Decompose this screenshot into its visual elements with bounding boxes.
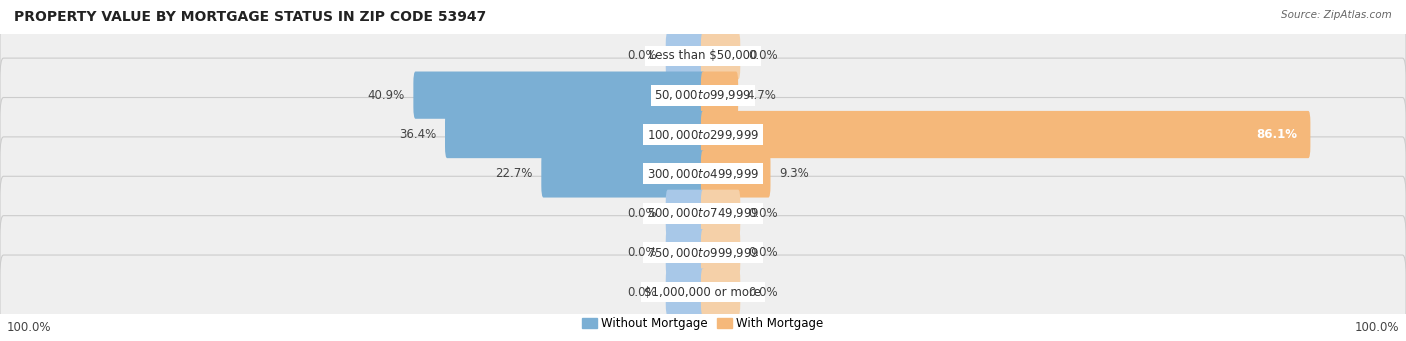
FancyBboxPatch shape [700, 72, 738, 119]
Text: $750,000 to $999,999: $750,000 to $999,999 [647, 246, 759, 260]
Text: 0.0%: 0.0% [627, 285, 657, 299]
FancyBboxPatch shape [0, 19, 1406, 93]
Text: Less than $50,000: Less than $50,000 [648, 49, 758, 62]
FancyBboxPatch shape [700, 229, 741, 276]
Text: $100,000 to $299,999: $100,000 to $299,999 [647, 128, 759, 142]
FancyBboxPatch shape [446, 111, 706, 158]
Text: 100.0%: 100.0% [1354, 321, 1399, 334]
Text: 22.7%: 22.7% [495, 167, 533, 180]
FancyBboxPatch shape [666, 268, 706, 316]
FancyBboxPatch shape [0, 58, 1406, 132]
Text: 40.9%: 40.9% [368, 89, 405, 102]
Text: 9.3%: 9.3% [779, 167, 808, 180]
FancyBboxPatch shape [413, 72, 706, 119]
Text: 0.0%: 0.0% [749, 246, 779, 259]
Text: 0.0%: 0.0% [627, 246, 657, 259]
Text: 0.0%: 0.0% [749, 285, 779, 299]
Text: 0.0%: 0.0% [749, 207, 779, 220]
FancyBboxPatch shape [700, 111, 1310, 158]
Text: 36.4%: 36.4% [399, 128, 436, 141]
FancyBboxPatch shape [666, 32, 706, 79]
Text: 0.0%: 0.0% [749, 49, 779, 62]
FancyBboxPatch shape [0, 176, 1406, 250]
FancyBboxPatch shape [700, 268, 741, 316]
FancyBboxPatch shape [700, 32, 741, 79]
FancyBboxPatch shape [666, 190, 706, 237]
FancyBboxPatch shape [0, 137, 1406, 211]
FancyBboxPatch shape [700, 190, 741, 237]
Text: 4.7%: 4.7% [747, 89, 776, 102]
Text: PROPERTY VALUE BY MORTGAGE STATUS IN ZIP CODE 53947: PROPERTY VALUE BY MORTGAGE STATUS IN ZIP… [14, 10, 486, 24]
Text: $500,000 to $749,999: $500,000 to $749,999 [647, 206, 759, 220]
Text: 86.1%: 86.1% [1257, 128, 1298, 141]
Legend: Without Mortgage, With Mortgage: Without Mortgage, With Mortgage [578, 313, 828, 335]
Text: 0.0%: 0.0% [627, 49, 657, 62]
Text: 100.0%: 100.0% [7, 321, 52, 334]
Text: $1,000,000 or more: $1,000,000 or more [644, 285, 762, 299]
FancyBboxPatch shape [0, 255, 1406, 329]
Text: $300,000 to $499,999: $300,000 to $499,999 [647, 167, 759, 181]
FancyBboxPatch shape [0, 216, 1406, 290]
Text: 0.0%: 0.0% [627, 207, 657, 220]
FancyBboxPatch shape [666, 229, 706, 276]
FancyBboxPatch shape [700, 150, 770, 197]
Text: Source: ZipAtlas.com: Source: ZipAtlas.com [1281, 10, 1392, 20]
FancyBboxPatch shape [541, 150, 706, 197]
Text: $50,000 to $99,999: $50,000 to $99,999 [654, 88, 752, 102]
FancyBboxPatch shape [0, 98, 1406, 172]
